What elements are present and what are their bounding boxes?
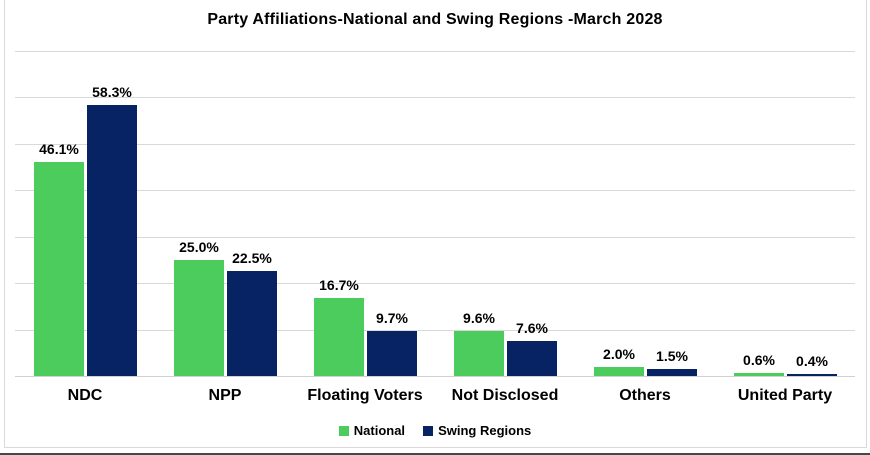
legend-label-swing-regions: Swing Regions [438,423,532,438]
bar-national [34,161,84,376]
legend-item-swing-regions: Swing Regions [423,423,531,438]
value-label: 7.6% [516,319,548,336]
category-label-ndc: NDC [67,387,103,404]
value-label: 58.3% [92,83,132,100]
screen-bottom-edge [0,453,870,455]
value-label: 1.5% [656,348,688,365]
legend-label-national: National [353,423,406,438]
value-label: 46.1% [39,140,79,157]
bar-swing-regions [787,374,837,376]
gridline-30 [15,236,855,238]
bar-swing-regions [367,330,417,376]
bar-national [314,298,364,376]
x-axis-line [15,376,855,377]
category-label-npp: NPP [208,387,242,404]
legend-swatch-swing-regions [423,425,434,436]
legend: National Swing Regions [15,423,855,438]
value-label: 0.4% [796,353,828,370]
bar-national [734,373,784,376]
category-label-united-party: United Party [737,387,833,404]
value-label: 9.7% [376,309,408,326]
category-label-not-disclosed: Not Disclosed [451,387,559,404]
gridline-20 [15,283,855,284]
bar-national [594,366,644,376]
value-label: 16.7% [319,277,359,294]
gridline-50 [15,143,855,145]
gridline-70 [15,50,855,52]
gridline-40 [15,190,855,191]
value-label: 2.0% [603,345,635,362]
gridline-60 [15,97,855,98]
legend-item-national: National [338,423,406,438]
bar-swing-regions [227,271,277,376]
bar-national [174,259,224,376]
value-label: 25.0% [179,238,219,255]
gridline-10 [15,329,855,331]
chart-title: Party Affiliations-National and Swing Re… [207,11,663,28]
value-label: 9.6% [463,310,495,327]
legend-swatch-national [338,425,349,436]
value-label: 22.5% [232,250,272,267]
bar-swing-regions [507,340,557,376]
category-label-floating-voters: Floating Voters [307,387,423,404]
bar-national [454,331,504,376]
value-label: 0.6% [743,352,775,369]
bar-swing-regions [87,104,137,376]
category-label-others: Others [619,387,671,404]
bar-swing-regions [647,369,697,376]
